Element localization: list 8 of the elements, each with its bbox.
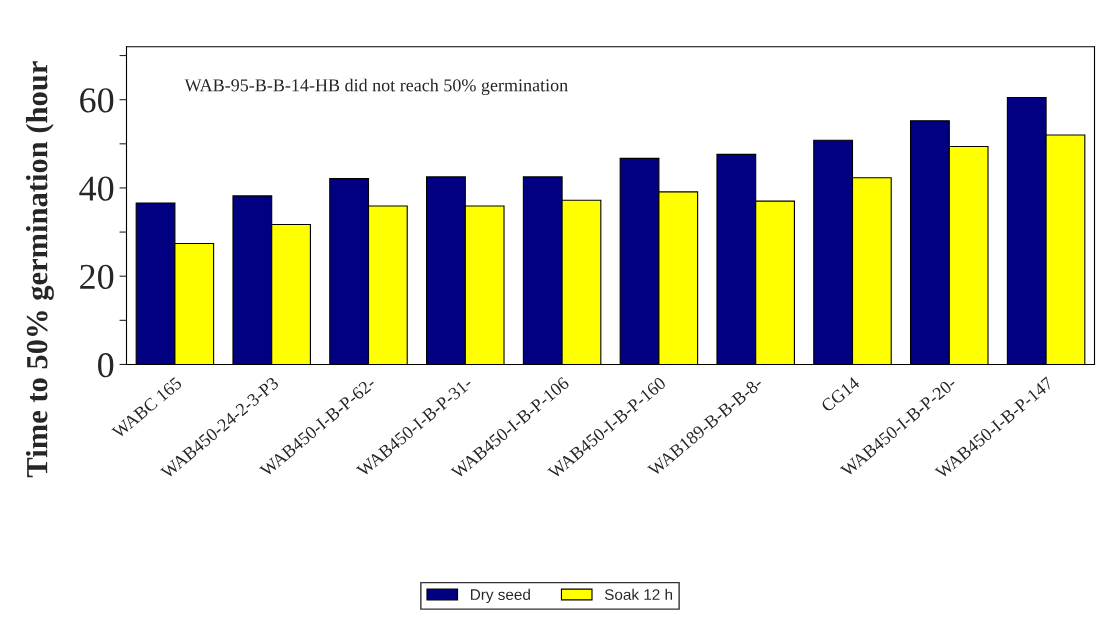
y-axis-title: Time to 50% germination (hour <box>25 61 54 478</box>
y-tick-label: 0 <box>98 352 114 378</box>
y-tick-label: 60 <box>80 88 114 113</box>
y-tick-label: 20 <box>80 264 114 290</box>
y-tick-label: 40 <box>79 176 114 201</box>
legend-label: Dry seed <box>471 588 530 604</box>
legend-label: Soak 12 h <box>604 588 673 600</box>
annotation: WAB-95-B-B-14-HB did not reach 50% germination <box>184 78 568 96</box>
